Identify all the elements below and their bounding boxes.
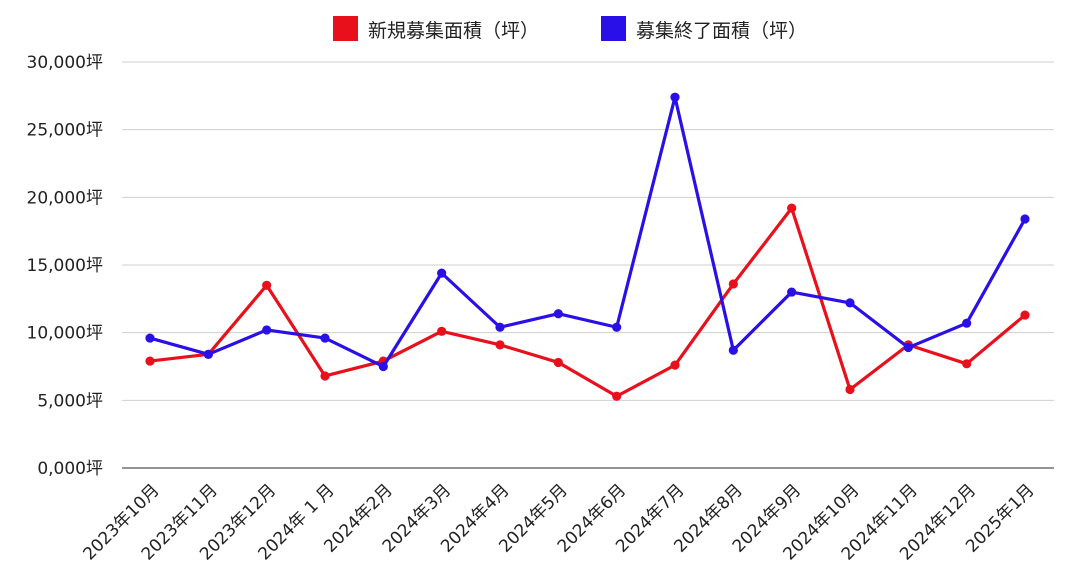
y-tick-label: 0,000坪 [37,459,103,479]
data-point [1020,310,1030,320]
y-tick-label: 30,000坪 [27,53,103,73]
data-point [262,280,272,290]
data-point [728,345,738,355]
y-tick-label: 15,000坪 [27,256,103,276]
series-lines [145,92,1030,401]
y-tick-label: 20,000坪 [27,188,103,208]
legend-swatch-new-area [333,16,358,41]
data-point [262,325,272,335]
data-point [553,357,563,368]
data-point [845,384,855,395]
data-point [437,268,447,278]
data-point [787,203,797,213]
legend-label-new-area: 新規募集面積（坪） [368,20,539,42]
data-point [612,391,622,401]
data-point [145,356,155,366]
data-point [903,342,913,353]
y-axis-ticks: 0,000坪 5,000坪 10,000坪 15,000坪 20,000坪 25,000坪… [27,53,103,479]
y-tick-label: 10,000坪 [27,324,103,344]
series-1 [145,203,1030,401]
legend-swatch-ended-area [601,16,626,41]
data-point [553,309,563,319]
data-point [320,333,330,343]
legend-label-ended-area: 募集終了面積（坪） [636,20,807,42]
data-point [495,340,505,350]
data-point [612,322,622,332]
y-tick-label: 25,000坪 [27,121,103,141]
grid-lines [122,61,1054,469]
data-point [203,349,213,359]
data-point [962,359,972,369]
data-point [320,371,330,381]
data-point [670,360,680,370]
data-point [787,287,797,297]
data-point [845,298,855,308]
series-line [148,206,1027,398]
data-point [728,279,738,289]
series-2 [145,92,1030,372]
data-point [145,333,155,343]
data-point [1020,214,1030,224]
data-point [962,318,972,328]
y-tick-label: 5,000坪 [37,391,103,411]
data-point [437,326,447,336]
data-point [495,322,505,332]
series-line [148,95,1027,369]
legend: 新規募集面積（坪） 募集終了面積（坪） [333,16,807,42]
data-point [378,361,388,372]
data-point [670,92,680,102]
